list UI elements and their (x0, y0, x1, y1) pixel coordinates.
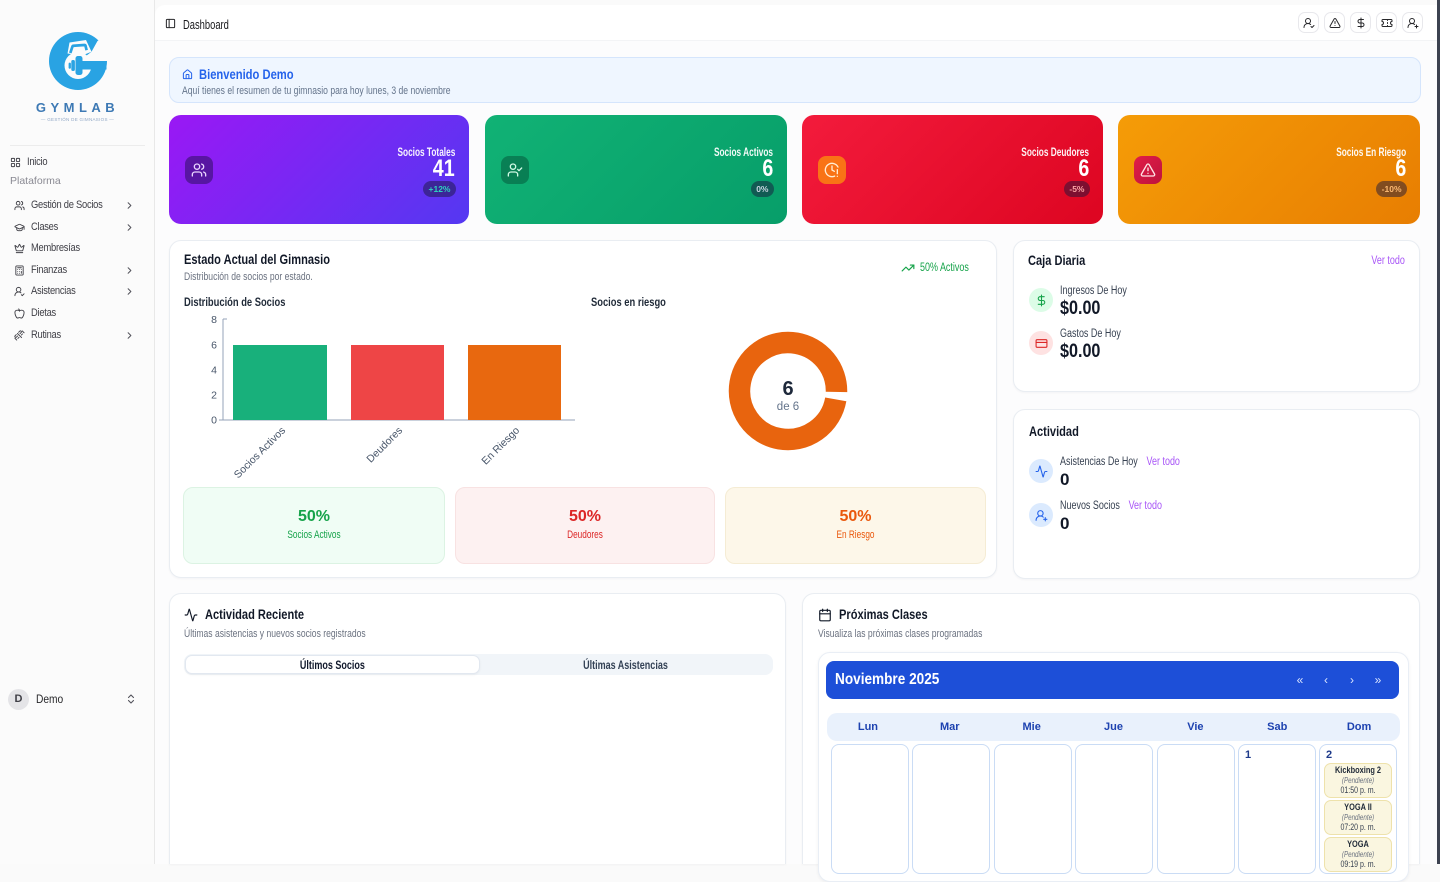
svg-text:En Riesgo: En Riesgo (479, 425, 522, 468)
svg-text:8: 8 (211, 314, 217, 326)
svg-text:6: 6 (782, 378, 793, 400)
svg-text:0: 0 (211, 415, 217, 427)
svg-text:2: 2 (211, 390, 217, 402)
svg-text:de 6: de 6 (777, 401, 799, 413)
svg-text:4: 4 (211, 365, 217, 377)
svg-text:6: 6 (211, 340, 217, 352)
svg-text:Deudores: Deudores (364, 425, 405, 466)
svg-text:Socios Activos: Socios Activos (232, 425, 288, 481)
